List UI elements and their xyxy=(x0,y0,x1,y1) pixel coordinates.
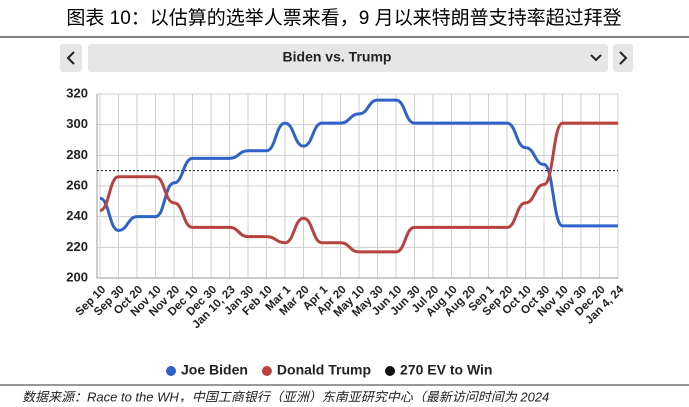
legend-dot xyxy=(385,366,396,376)
figure-title: 图表 10：以估算的选举人票来看，9 月以来特朗普支持率超过拜登 xyxy=(66,7,621,29)
prev-button[interactable] xyxy=(60,44,82,72)
y-tick-label: 320 xyxy=(66,85,88,100)
source: 数据来源：Race to the WH，中国工商银行（亚洲）东南亚研究中心（最新… xyxy=(22,389,549,402)
series-line xyxy=(99,121,618,254)
legend-label: Joe Biden xyxy=(181,362,248,378)
dropdown-chevron xyxy=(590,54,602,62)
y-tick-label: 220 xyxy=(66,239,88,254)
legend: Joe Biden Donald Trump 270 EV to Win xyxy=(166,362,492,378)
dropdown[interactable] xyxy=(88,44,608,72)
prev-icon xyxy=(66,51,75,65)
dropdown-label: Biden vs. Trump xyxy=(283,49,392,65)
y-tick-label: 260 xyxy=(66,177,88,192)
y-tick-label: 240 xyxy=(66,208,88,223)
legend-label: Donald Trump xyxy=(277,362,371,378)
legend-label: 270 EV to Win xyxy=(400,362,492,378)
y-tick-label: 200 xyxy=(66,269,88,284)
y-tick-label: 300 xyxy=(66,116,88,131)
legend-dot xyxy=(166,366,176,376)
series-line xyxy=(99,98,618,232)
y-tick-label: 280 xyxy=(66,147,88,162)
next-icon xyxy=(619,51,628,65)
next-button[interactable] xyxy=(613,44,633,72)
legend-dot xyxy=(261,366,272,376)
